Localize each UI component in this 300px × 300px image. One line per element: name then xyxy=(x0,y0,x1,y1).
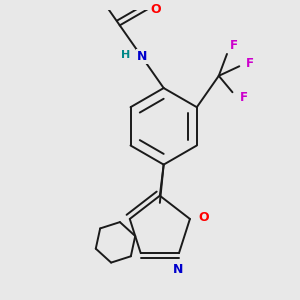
Text: H: H xyxy=(121,50,130,60)
Text: O: O xyxy=(198,211,209,224)
Text: F: F xyxy=(239,91,247,104)
Text: O: O xyxy=(151,3,161,16)
Text: N: N xyxy=(172,263,183,276)
Text: N: N xyxy=(136,50,147,63)
Text: F: F xyxy=(246,57,254,70)
Text: F: F xyxy=(230,39,238,52)
